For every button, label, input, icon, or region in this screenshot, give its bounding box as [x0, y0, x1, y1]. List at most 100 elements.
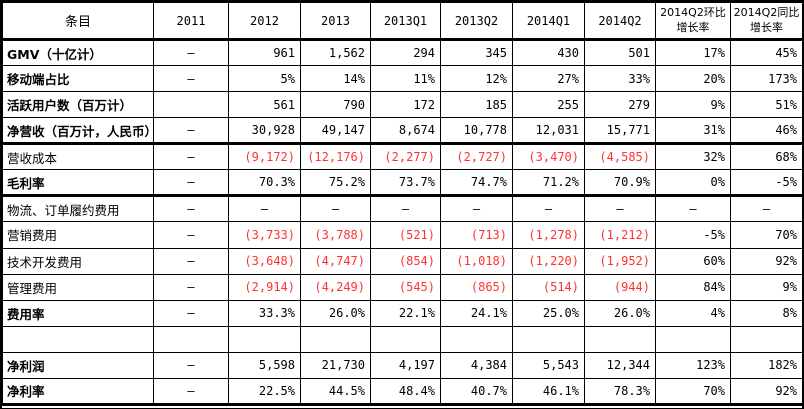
cell-gmv-y2012: 961: [228, 38, 301, 67]
row-label-net-revenue: 净营收（百万计，人民币）: [2, 117, 154, 146]
cell-mobile-share-y2012: 5%: [228, 65, 301, 93]
row-label-mobile-share: 移动端占比: [2, 65, 154, 93]
row-label-expense-ratio: 费用率: [2, 299, 154, 327]
cell-spacer-q2013q1: [370, 325, 441, 353]
cell-net-profit-yoy-growth: 182%: [730, 351, 802, 379]
column-header-line1: 2014Q2环比: [660, 6, 726, 20]
cell-net-profit-y2011: –: [153, 351, 229, 379]
cell-cost-of-revenue-qoq-growth: 32%: [655, 143, 731, 171]
cell-gross-margin-q2014q2: 70.9%: [584, 169, 656, 198]
cell-net-revenue-y2011: –: [153, 117, 229, 146]
cell-spacer-y2011: [153, 325, 229, 353]
cell-active-users-q2014q1: 255: [512, 91, 585, 119]
cell-net-margin-q2014q2: 78.3%: [584, 377, 656, 407]
table-row-admin-expense: 管理费用 – (2,914) (4,249) (545) (865) (514) (944) 8…: [2, 273, 802, 301]
cell-spacer-q2014q2: [584, 325, 656, 353]
cell-marketing-expense-qoq-growth: -5%: [655, 221, 731, 249]
cell-admin-expense-q2013q2: (865): [440, 273, 513, 301]
cell-gross-margin-qoq-growth: 0%: [655, 169, 731, 198]
row-label-net-margin: 净利率: [2, 377, 154, 407]
row-label-fulfillment-expense: 物流、订单履约费用: [2, 195, 154, 223]
cell-cost-of-revenue-q2013q2: (2,727): [440, 143, 513, 171]
cell-mobile-share-y2011: –: [153, 65, 229, 93]
cell-active-users-q2014q2: 279: [584, 91, 656, 119]
cell-spacer-q2013q2: [440, 325, 513, 353]
cell-net-revenue-yoy-growth: 46%: [730, 117, 802, 146]
cell-active-users-y2012: 561: [228, 91, 301, 119]
cell-marketing-expense-q2014q1: (1,278): [512, 221, 585, 249]
cell-spacer-y2012: [228, 325, 301, 353]
cell-active-users-qoq-growth: 9%: [655, 91, 731, 119]
cell-marketing-expense-y2013: (3,788): [300, 221, 371, 249]
cell-cost-of-revenue-y2011: –: [153, 143, 229, 171]
row-label-gross-margin: 毛利率: [2, 169, 154, 198]
cell-active-users-y2013: 790: [300, 91, 371, 119]
column-header-item: 条目: [2, 2, 154, 41]
cell-gross-margin-q2013q2: 74.7%: [440, 169, 513, 198]
cell-expense-ratio-q2014q1: 25.0%: [512, 299, 585, 327]
cell-gross-margin-q2014q1: 71.2%: [512, 169, 585, 198]
row-label-gmv: GMV（十亿计）: [2, 38, 154, 67]
table-row-active-users: 活跃用户数（百万计） 561 790 172 185 255 279 9% 51%: [2, 91, 802, 119]
cell-net-margin-yoy-growth: 92%: [730, 377, 802, 407]
cell-net-margin-y2013: 44.5%: [300, 377, 371, 407]
cell-gmv-qoq-growth: 17%: [655, 38, 731, 67]
column-header-y2011: 2011: [153, 2, 229, 41]
row-label-active-users: 活跃用户数（百万计）: [2, 91, 154, 119]
cell-fulfillment-expense-y2013: –: [300, 195, 371, 223]
table-row-rd-expense: 技术开发费用 – (3,648) (4,747) (854) (1,018) (1,220)…: [2, 247, 802, 275]
cell-rd-expense-q2014q1: (1,220): [512, 247, 585, 275]
table-row-gross-margin: 毛利率 –70.3% 75.2% 73.7% 74.7% 71.2% 70.9% 0% -5%: [2, 169, 802, 198]
cell-expense-ratio-y2013: 26.0%: [300, 299, 371, 327]
cell-mobile-share-q2013q2: 12%: [440, 65, 513, 93]
header-row: 条目 2011 2012 2013 2013Q1 2013Q2 2014Q1 2014Q2 20…: [2, 2, 802, 41]
cell-net-profit-q2013q2: 4,384: [440, 351, 513, 379]
cell-admin-expense-q2014q1: (514): [512, 273, 585, 301]
cell-expense-ratio-q2013q2: 24.1%: [440, 299, 513, 327]
cell-spacer-qoq-growth: [655, 325, 731, 353]
column-header-line2: 增长率: [750, 20, 783, 34]
cell-net-margin-qoq-growth: 70%: [655, 377, 731, 407]
table-body: GMV（十亿计） –961 1,562 294 345 430 501 17% 45% 移动端占比…: [2, 38, 802, 407]
cell-admin-expense-q2013q1: (545): [370, 273, 441, 301]
cell-net-margin-q2013q2: 40.7%: [440, 377, 513, 407]
cell-spacer-q2014q1: [512, 325, 585, 353]
cell-active-users-q2013q2: 185: [440, 91, 513, 119]
cell-net-margin-q2013q1: 48.4%: [370, 377, 441, 407]
cell-gross-margin-y2012: 70.3%: [228, 169, 301, 198]
cell-fulfillment-expense-q2013q2: –: [440, 195, 513, 223]
cell-expense-ratio-y2011: –: [153, 299, 229, 327]
column-header-qoq-growth: 2014Q2环比 增长率: [655, 2, 731, 41]
cell-mobile-share-yoy-growth: 173%: [730, 65, 802, 93]
row-label-admin-expense: 管理费用: [2, 273, 154, 301]
cell-gross-margin-y2011: –: [153, 169, 229, 198]
table-row-cost-of-revenue: 营收成本 – (9,172) (12,176) (2,277) (2,727) (3,470…: [2, 143, 802, 171]
cell-net-margin-q2014q1: 46.1%: [512, 377, 585, 407]
cell-fulfillment-expense-yoy-growth: –: [730, 195, 802, 223]
cell-net-profit-y2013: 21,730: [300, 351, 371, 379]
table-row-expense-ratio: 费用率 –33.3% 26.0% 22.1% 24.1% 25.0% 26.0% 4% 8%: [2, 299, 802, 327]
table-row-net-margin: 净利率 –22.5% 44.5% 48.4% 40.7% 46.1% 78.3% 70% 92%: [2, 377, 802, 407]
cell-cost-of-revenue-yoy-growth: 68%: [730, 143, 802, 171]
table-row-fulfillment-expense: 物流、订单履约费用 – – – – – – – – –: [2, 195, 802, 223]
cell-admin-expense-y2012: (2,914): [228, 273, 301, 301]
cell-gross-margin-yoy-growth: -5%: [730, 169, 802, 198]
cell-net-profit-q2014q2: 12,344: [584, 351, 656, 379]
cell-expense-ratio-q2014q2: 26.0%: [584, 299, 656, 327]
cell-gross-margin-q2013q1: 73.7%: [370, 169, 441, 198]
cell-marketing-expense-q2014q2: (1,212): [584, 221, 656, 249]
cell-cost-of-revenue-y2012: (9,172): [228, 143, 301, 171]
cell-gmv-q2014q2: 501: [584, 38, 656, 67]
cell-active-users-y2011: [153, 91, 229, 119]
cell-fulfillment-expense-q2013q1: –: [370, 195, 441, 223]
cell-expense-ratio-qoq-growth: 4%: [655, 299, 731, 327]
cell-rd-expense-y2011: –: [153, 247, 229, 275]
cell-net-margin-y2012: 22.5%: [228, 377, 301, 407]
table-row-spacer: [2, 325, 802, 353]
column-header-q2013q1: 2013Q1: [370, 2, 441, 41]
cell-mobile-share-q2014q1: 27%: [512, 65, 585, 93]
cell-net-margin-y2011: –: [153, 377, 229, 407]
column-header-q2014q2: 2014Q2: [584, 2, 656, 41]
